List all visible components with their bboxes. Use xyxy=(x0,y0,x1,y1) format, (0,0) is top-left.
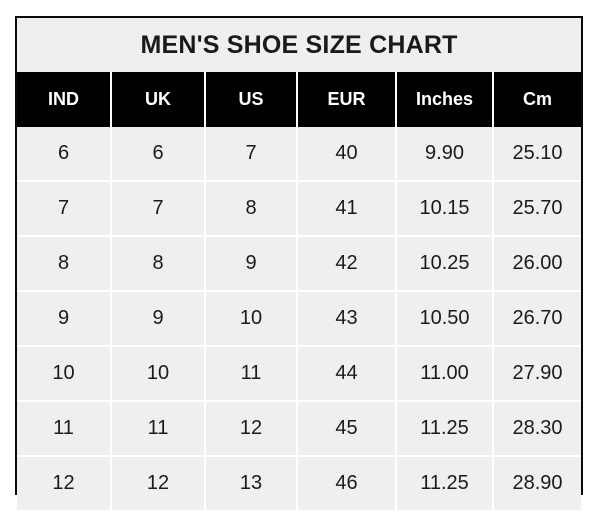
cell-ind: 6 xyxy=(17,127,111,181)
cell-ind: 9 xyxy=(17,290,111,346)
column-header-us: US xyxy=(204,72,297,127)
cell-eur: 43 xyxy=(296,290,396,346)
cell-us: 7 xyxy=(204,127,297,181)
table-header-row: IND UK US EUR Inches Cm xyxy=(17,72,581,127)
cell-us: 10 xyxy=(204,290,297,346)
cell-inches: 11.00 xyxy=(395,345,493,401)
cell-ind: 11 xyxy=(17,400,111,456)
cell-cm: 26.70 xyxy=(492,290,581,346)
cell-us: 13 xyxy=(204,455,297,510)
cell-ind: 8 xyxy=(17,235,111,291)
size-chart-container: MEN'S SHOE SIZE CHART IND UK US EUR Inch… xyxy=(15,16,583,510)
cell-cm: 25.70 xyxy=(492,180,581,236)
cell-uk: 8 xyxy=(110,235,205,291)
table-header: IND UK US EUR Inches Cm xyxy=(17,72,581,127)
column-header-uk: UK xyxy=(110,72,205,127)
cell-uk: 12 xyxy=(110,455,205,510)
shoe-size-table: IND UK US EUR Inches Cm 6 6 7 40 9.90 25… xyxy=(17,72,581,510)
cell-cm: 26.00 xyxy=(492,235,581,291)
column-header-cm: Cm xyxy=(492,72,581,127)
cell-inches: 11.25 xyxy=(395,400,493,456)
cell-us: 11 xyxy=(204,345,297,401)
cell-eur: 45 xyxy=(296,400,396,456)
cell-eur: 44 xyxy=(296,345,396,401)
cell-cm: 25.10 xyxy=(492,127,581,181)
cell-uk: 11 xyxy=(110,400,205,456)
cell-eur: 41 xyxy=(296,180,396,236)
cell-inches: 10.15 xyxy=(395,180,493,236)
cell-us: 12 xyxy=(204,400,297,456)
table-row: 9 9 10 43 10.50 26.70 xyxy=(17,290,581,346)
cell-uk: 7 xyxy=(110,180,205,236)
cell-ind: 10 xyxy=(17,345,111,401)
cell-us: 9 xyxy=(204,235,297,291)
cell-inches: 11.25 xyxy=(395,455,493,510)
cell-cm: 28.90 xyxy=(492,455,581,510)
cell-cm: 27.90 xyxy=(492,345,581,401)
cell-ind: 12 xyxy=(17,455,111,510)
table-row: 11 11 12 45 11.25 28.30 xyxy=(17,400,581,456)
cell-inches: 9.90 xyxy=(395,127,493,181)
cell-us: 8 xyxy=(204,180,297,236)
table-row: 12 12 13 46 11.25 28.90 xyxy=(17,455,581,510)
cell-uk: 9 xyxy=(110,290,205,346)
cell-eur: 40 xyxy=(296,127,396,181)
table-row: 6 6 7 40 9.90 25.10 xyxy=(17,127,581,181)
cell-inches: 10.25 xyxy=(395,235,493,291)
cell-uk: 10 xyxy=(110,345,205,401)
column-header-inches: Inches xyxy=(395,72,493,127)
cell-eur: 46 xyxy=(296,455,396,510)
table-row: 10 10 11 44 11.00 27.90 xyxy=(17,345,581,401)
cell-cm: 28.30 xyxy=(492,400,581,456)
table-body: 6 6 7 40 9.90 25.10 7 7 8 41 10.15 25.70… xyxy=(17,127,581,510)
column-header-ind: IND xyxy=(17,72,111,127)
cell-eur: 42 xyxy=(296,235,396,291)
column-header-eur: EUR xyxy=(296,72,396,127)
table-row: 7 7 8 41 10.15 25.70 xyxy=(17,180,581,236)
table-row: 8 8 9 42 10.25 26.00 xyxy=(17,235,581,291)
cell-ind: 7 xyxy=(17,180,111,236)
page-title: MEN'S SHOE SIZE CHART xyxy=(17,18,581,72)
cell-inches: 10.50 xyxy=(395,290,493,346)
cell-uk: 6 xyxy=(110,127,205,181)
